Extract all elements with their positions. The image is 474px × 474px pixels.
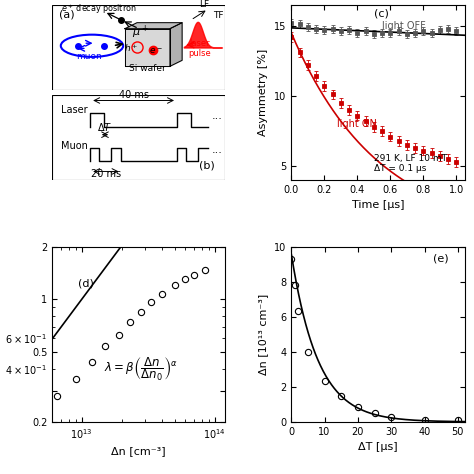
- Polygon shape: [170, 23, 182, 66]
- Text: ...: ...: [211, 146, 222, 155]
- Text: (a): (a): [59, 9, 75, 19]
- Text: (c): (c): [374, 9, 389, 19]
- Text: light OFF: light OFF: [382, 20, 426, 31]
- Y-axis label: Asymmetry [%]: Asymmetry [%]: [258, 49, 268, 136]
- X-axis label: ΔT [μs]: ΔT [μs]: [358, 442, 398, 452]
- Text: Si wafer: Si wafer: [129, 64, 166, 73]
- Y-axis label: Δn [10¹³ cm⁻³]: Δn [10¹³ cm⁻³]: [259, 293, 269, 375]
- Text: 40 ms: 40 ms: [118, 90, 148, 100]
- Text: (e): (e): [433, 254, 449, 264]
- Polygon shape: [125, 29, 170, 66]
- Text: ...: ...: [211, 111, 222, 121]
- X-axis label: Δn [cm⁻³]: Δn [cm⁻³]: [111, 446, 166, 456]
- Text: $\lambda = \beta \left(\dfrac{\Delta n}{\Delta n_0}\right)^\alpha$: $\lambda = \beta \left(\dfrac{\Delta n}{…: [104, 356, 178, 383]
- X-axis label: Time [μs]: Time [μs]: [352, 201, 404, 210]
- Text: Muon: Muon: [61, 141, 88, 151]
- Text: $h^+$: $h^+$: [124, 42, 138, 54]
- Text: light ON: light ON: [337, 118, 377, 129]
- Text: Laser: Laser: [61, 105, 87, 115]
- Text: 291 K, LF 10 mT
ΔT = 0.1 μs: 291 K, LF 10 mT ΔT = 0.1 μs: [374, 154, 447, 173]
- Text: (d): (d): [78, 278, 94, 288]
- Polygon shape: [125, 23, 182, 29]
- Text: LF: LF: [200, 0, 210, 9]
- Text: muon: muon: [76, 53, 101, 62]
- Text: (b): (b): [200, 161, 215, 171]
- Text: laser
pulse: laser pulse: [188, 39, 211, 58]
- Text: $e^-$: $e^-$: [149, 47, 163, 56]
- Text: 20 ms: 20 ms: [91, 169, 121, 179]
- Text: TF: TF: [213, 10, 224, 19]
- Text: $\Delta T$: $\Delta T$: [97, 121, 113, 133]
- Text: $e^+$ decay positron: $e^+$ decay positron: [61, 3, 137, 17]
- Text: $\mu^+$: $\mu^+$: [132, 24, 149, 41]
